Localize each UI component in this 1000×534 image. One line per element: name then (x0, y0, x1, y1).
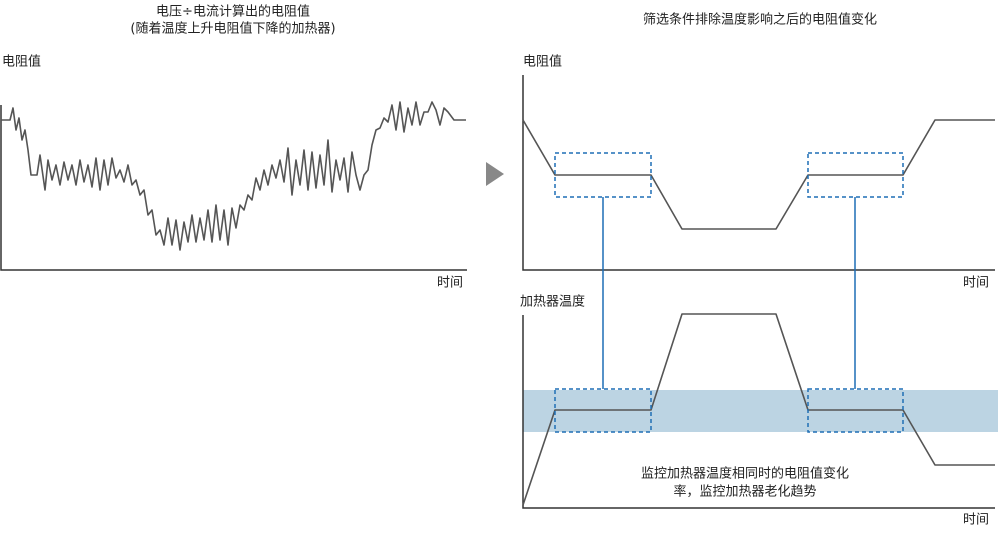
axes (522, 75, 995, 271)
band (523, 390, 998, 432)
y-label: 电阻值 (2, 54, 41, 70)
highlight-box (807, 388, 904, 433)
y-label: 电阻值 (523, 54, 562, 70)
axes (0, 105, 467, 271)
resistance-line (1, 101, 466, 251)
x-label: 时间 (437, 276, 463, 291)
x-label: 时间 (963, 513, 989, 528)
x-label: 时间 (963, 276, 989, 291)
arrow (486, 162, 504, 186)
temperature-line (522, 313, 995, 506)
axes (522, 315, 995, 509)
right-title: 筛选条件排除温度影响之后的电阻值变化 (643, 12, 877, 28)
note: 监控加热器温度相同时的电阻值变化 (641, 466, 849, 482)
resistance-line (522, 119, 995, 230)
highlight-box (807, 152, 904, 198)
left-title: 电压÷电流计算出的电阻值 (156, 4, 310, 20)
y-label: 加热器温度 (520, 294, 585, 310)
note: 率，监控加热器老化趋势 (673, 484, 816, 500)
left-subtitle: (随着温度上升电阻值下降的加热器) (130, 21, 335, 37)
